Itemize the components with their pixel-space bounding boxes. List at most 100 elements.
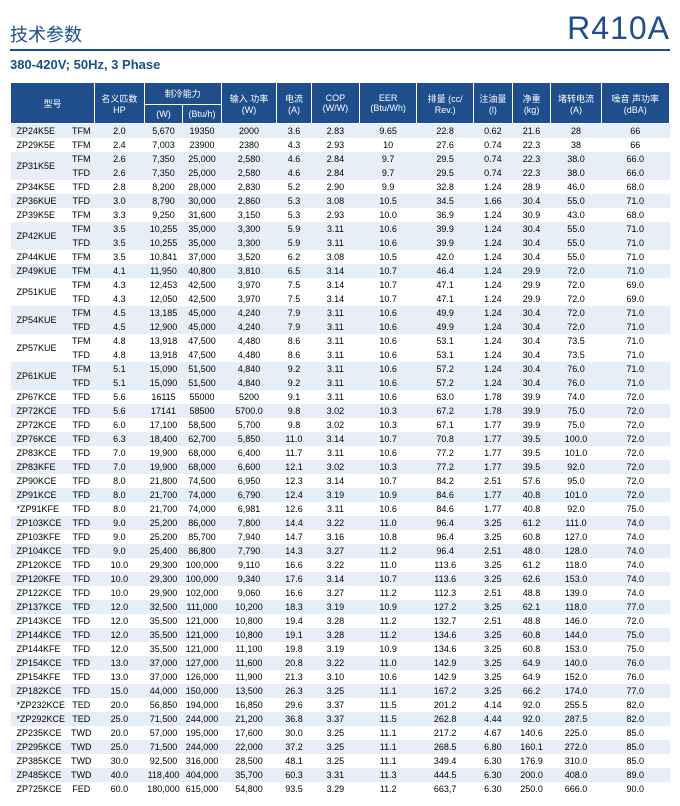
cell-lra: 127.0 bbox=[551, 530, 601, 544]
cell-current: 5.3 bbox=[277, 194, 312, 208]
cell-noise: 71.0 bbox=[601, 236, 669, 250]
cell-current: 4.3 bbox=[277, 138, 312, 152]
cell-cop: 3.25 bbox=[311, 726, 359, 740]
cell-hp: 8.0 bbox=[95, 502, 145, 516]
cell-suffix: TFD bbox=[68, 404, 95, 418]
cell-current: 12.6 bbox=[277, 502, 312, 516]
cell-cop: 3.28 bbox=[311, 628, 359, 642]
cell-noise: 71.0 bbox=[601, 376, 669, 390]
cell-noise: 85.0 bbox=[601, 740, 669, 754]
cell-lra: 140.0 bbox=[551, 656, 601, 670]
cell-eer: 10.6 bbox=[359, 502, 416, 516]
cell-oil: 1.77 bbox=[473, 502, 512, 516]
cell-oil: 3.25 bbox=[473, 600, 512, 614]
cell-hp: 6.0 bbox=[95, 418, 145, 432]
cell-current: 48.1 bbox=[277, 754, 312, 768]
cell-current: 29.6 bbox=[277, 698, 312, 712]
cell-weight: 28.9 bbox=[512, 180, 551, 194]
title-right: R410A bbox=[567, 10, 670, 47]
cell-weight: 92.0 bbox=[512, 698, 551, 712]
cell-weight: 200.0 bbox=[512, 768, 551, 782]
th-cooling: 制冷能力 bbox=[144, 83, 221, 105]
cell-suffix: TFD bbox=[68, 586, 95, 600]
cell-weight: 60.8 bbox=[512, 642, 551, 656]
cell-disp: 67.2 bbox=[417, 404, 474, 418]
cell-input: 2000 bbox=[221, 124, 276, 139]
cell-model: ZP90KCE bbox=[11, 474, 69, 488]
cell-noise: 71.0 bbox=[601, 348, 669, 362]
cell-current: 37.2 bbox=[277, 740, 312, 754]
cell-disp: 39.9 bbox=[417, 222, 474, 236]
cell-noise: 71.0 bbox=[601, 306, 669, 320]
cell-suffix: TFM bbox=[68, 124, 95, 139]
cell-disp: 36.9 bbox=[417, 208, 474, 222]
cell-suffix: TFD bbox=[68, 194, 95, 208]
cell-weight: 30.4 bbox=[512, 222, 551, 236]
cell-btu: 244,000 bbox=[183, 712, 222, 726]
cell-lra: 38 bbox=[551, 138, 601, 152]
cell-oil: 6.30 bbox=[473, 754, 512, 768]
cell-hp: 4.8 bbox=[95, 334, 145, 348]
cell-current: 16.6 bbox=[277, 586, 312, 600]
cell-lra: 55.0 bbox=[551, 236, 601, 250]
cell-input: 5200 bbox=[221, 390, 276, 404]
cell-oil: 4.14 bbox=[473, 698, 512, 712]
cell-lra: 55.0 bbox=[551, 222, 601, 236]
cell-model: ZP385KCE bbox=[11, 754, 69, 768]
cell-model: ZP122KCE bbox=[11, 586, 69, 600]
cell-model: ZP154KFE bbox=[11, 670, 69, 684]
cell-eer: 10.6 bbox=[359, 670, 416, 684]
cell-input: 5700.0 bbox=[221, 404, 276, 418]
cell-input: 4,840 bbox=[221, 376, 276, 390]
cell-cop: 3.16 bbox=[311, 530, 359, 544]
cell-eer: 10.7 bbox=[359, 264, 416, 278]
cell-disp: 29.5 bbox=[417, 152, 474, 166]
cell-lra: 43.0 bbox=[551, 208, 601, 222]
cell-cop: 3.19 bbox=[311, 642, 359, 656]
cell-disp: 42.0 bbox=[417, 250, 474, 264]
cell-hp: 25.0 bbox=[95, 740, 145, 754]
cell-lra: 72.0 bbox=[551, 306, 601, 320]
cell-btu: 37,000 bbox=[183, 250, 222, 264]
cell-model: ZP143KCE bbox=[11, 614, 69, 628]
cell-disp: 67.1 bbox=[417, 418, 474, 432]
cell-oil: 2.51 bbox=[473, 544, 512, 558]
cell-model: ZP54KUE bbox=[11, 306, 69, 334]
cell-w: 15,090 bbox=[144, 362, 183, 376]
table-row: ZP144KFETFD12.035,500121,00011,10019.83.… bbox=[11, 642, 670, 656]
cell-btu: 316,000 bbox=[183, 754, 222, 768]
cell-w: 8,200 bbox=[144, 180, 183, 194]
cell-eer: 10.6 bbox=[359, 320, 416, 334]
cell-weight: 30.4 bbox=[512, 362, 551, 376]
table-row: ZP61KUETFM5.115,09051,5004,8409.23.1110.… bbox=[11, 362, 670, 376]
cell-hp: 8.0 bbox=[95, 488, 145, 502]
cell-input: 10,800 bbox=[221, 628, 276, 642]
cell-model: ZP104KCE bbox=[11, 544, 69, 558]
cell-w: 21,800 bbox=[144, 474, 183, 488]
cell-btu: 19350 bbox=[183, 124, 222, 139]
table-row: ZP36KUETFD3.08,79030,0002,8605.33.0810.5… bbox=[11, 194, 670, 208]
cell-model: ZP103KCE bbox=[11, 516, 69, 530]
table-row: ZP72KCETFD6.017,10058,5005,7009.83.0210.… bbox=[11, 418, 670, 432]
cell-lra: 72.0 bbox=[551, 264, 601, 278]
cell-btu: 404,000 bbox=[183, 768, 222, 782]
cell-current: 19.1 bbox=[277, 628, 312, 642]
cell-model: ZP34K5E bbox=[11, 180, 69, 194]
cell-btu: 35,000 bbox=[183, 236, 222, 250]
cell-hp: 5.1 bbox=[95, 362, 145, 376]
cell-model: ZP137KCE bbox=[11, 600, 69, 614]
table-row: ZP24K5ETFM2.05,6701935020003.62.839.6522… bbox=[11, 124, 670, 139]
cell-eer: 11.2 bbox=[359, 614, 416, 628]
cell-noise: 72.0 bbox=[601, 390, 669, 404]
cell-lra: 28 bbox=[551, 124, 601, 139]
cell-disp: 96.4 bbox=[417, 516, 474, 530]
cell-lra: 139.0 bbox=[551, 586, 601, 600]
cell-w: 118,400 bbox=[144, 768, 183, 782]
cell-suffix: TWD bbox=[68, 740, 95, 754]
cell-lra: 408.0 bbox=[551, 768, 601, 782]
cell-btu: 45,000 bbox=[183, 320, 222, 334]
cell-hp: 2.8 bbox=[95, 180, 145, 194]
cell-w: 180,000 bbox=[144, 782, 183, 796]
cell-btu: 127,000 bbox=[183, 656, 222, 670]
cell-w: 57,000 bbox=[144, 726, 183, 740]
